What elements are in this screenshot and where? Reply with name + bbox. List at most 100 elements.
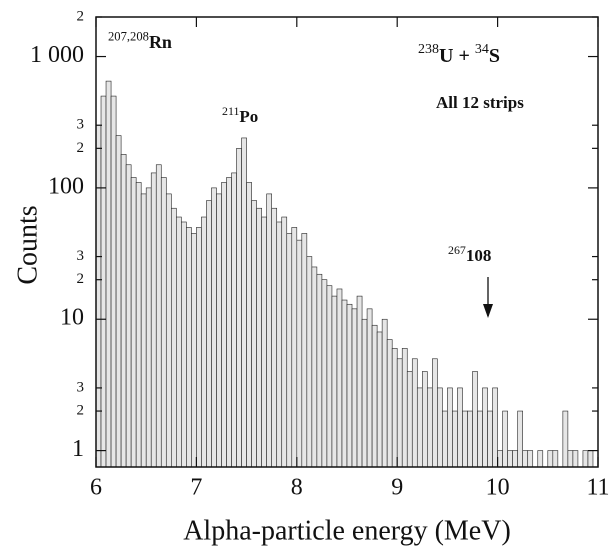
bar [311, 266, 318, 468]
x-tick-label: 6 [90, 475, 102, 501]
bar [447, 387, 453, 468]
bar [406, 371, 413, 468]
arrow-head [483, 304, 493, 318]
bar [477, 410, 483, 468]
annotation-part: 34 [475, 42, 489, 57]
bar [527, 450, 534, 468]
bar [301, 233, 308, 468]
plot-frame [95, 16, 599, 468]
bar [211, 187, 217, 468]
bar [241, 137, 247, 468]
annotation-part: 211 [222, 104, 239, 118]
annotation: 267108 [448, 243, 491, 265]
bar [497, 450, 503, 468]
bars [95, 80, 594, 468]
x-tick-label: 11 [586, 475, 609, 501]
y-tick-label: 3 [77, 248, 85, 264]
bar [391, 348, 398, 468]
bar [246, 182, 252, 468]
bar [226, 177, 232, 468]
bar [186, 227, 192, 468]
bar [567, 450, 574, 468]
bar [291, 227, 298, 468]
x-tick-label: 8 [291, 475, 303, 501]
y-tick-label: 100 [48, 173, 84, 199]
annotation-part: S [489, 45, 500, 67]
bar [582, 450, 589, 468]
x-tick-label: 10 [486, 475, 510, 501]
y-tick-label: 10 [60, 305, 84, 331]
bar [341, 299, 348, 468]
annotation: All 12 strips [436, 93, 524, 112]
bar [216, 193, 222, 468]
bar [231, 172, 237, 468]
bar [281, 216, 288, 468]
annotation: 207,208Rn [108, 30, 172, 53]
x-axis-label: Alpha-particle energy (MeV) [183, 515, 511, 546]
bar [306, 256, 313, 468]
bar [286, 233, 293, 468]
bar [562, 410, 569, 468]
bar [462, 410, 468, 468]
bar [386, 339, 393, 468]
bar [432, 358, 438, 468]
bar [95, 124, 102, 468]
bar [517, 410, 523, 468]
bar [537, 450, 544, 468]
bar [427, 387, 433, 468]
bar [472, 371, 478, 468]
bar [381, 318, 388, 468]
x-tick-label: 7 [190, 475, 202, 501]
bar [261, 216, 267, 468]
bar [321, 279, 328, 468]
bar [411, 358, 418, 468]
bar [201, 216, 207, 468]
bar [140, 193, 147, 468]
bar [145, 187, 152, 468]
bar [236, 148, 242, 468]
bar [326, 285, 333, 468]
bar [351, 308, 358, 468]
bar [552, 450, 559, 468]
annotation-part: All 12 strips [436, 93, 524, 112]
y-tick-label: 2 [77, 140, 85, 156]
bar [512, 450, 518, 468]
bar [110, 95, 117, 468]
bar [507, 450, 513, 468]
bar [376, 331, 383, 468]
y-axis-label: Counts [12, 205, 43, 284]
bar [492, 387, 498, 468]
y-tick-label: 2 [77, 402, 85, 418]
y-tick-label: 1 000 [30, 42, 84, 68]
bar [196, 227, 202, 468]
bar [191, 233, 197, 468]
annotation-part: Po [239, 107, 258, 126]
y-tick-label: 3 [77, 379, 85, 395]
bar [130, 177, 137, 468]
annotation: 238U + 34S [418, 42, 500, 66]
x-tick-label: 9 [391, 475, 403, 501]
bar [346, 303, 353, 468]
bar [150, 172, 157, 468]
bar [396, 358, 403, 468]
bar [572, 450, 579, 468]
y-tick-label: 1 [72, 436, 84, 462]
bar [421, 371, 428, 468]
annotation-part: 238 [418, 42, 439, 57]
bar [316, 273, 323, 468]
bar [371, 324, 378, 468]
bar [331, 295, 338, 468]
y-tick-label: 3 [77, 117, 85, 133]
bar [165, 193, 172, 468]
bar [160, 177, 167, 468]
bar [171, 207, 177, 468]
bar [276, 221, 283, 468]
bar [181, 221, 187, 468]
bar [296, 239, 303, 468]
bar [502, 410, 508, 468]
bar [105, 80, 112, 468]
bar [271, 207, 278, 468]
bar [206, 200, 212, 468]
bar [120, 154, 127, 468]
bar [366, 308, 373, 468]
